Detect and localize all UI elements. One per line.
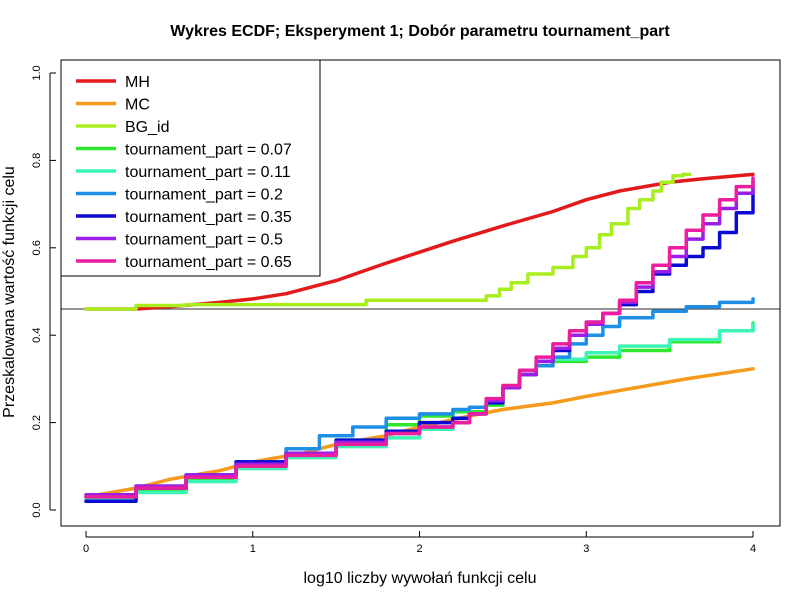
series-line-3 (84, 321, 755, 501)
legend-label: tournament_part = 0.65 (125, 254, 292, 271)
legend-label: tournament_part = 0.5 (125, 232, 283, 249)
legend: MH MC BG_id tournament_part = 0.07 tournamen… (60, 59, 321, 277)
legend-label: MC (125, 97, 150, 114)
chart-title: Wykres ECDF; Eksperyment 1; Dobór parame… (170, 23, 670, 40)
y-tick-label: 0.0 (31, 502, 43, 517)
y-tick-label: 0.4 (31, 328, 43, 343)
x-tick-label: 1 (250, 543, 256, 555)
series-line-5 (84, 297, 755, 499)
plot-area (61, 172, 780, 504)
y-tick-label: 0.2 (31, 415, 43, 430)
y-axis-title: Przeskalowana wartość funkcji celu (1, 166, 18, 418)
x-axis-title: log10 liczby wywołań funkcji celu (304, 570, 537, 587)
x-tick-label: 2 (416, 543, 422, 555)
legend-label: MH (125, 74, 150, 91)
y-tick-label: 1.0 (31, 65, 43, 80)
axes: 0 1 2 3 4 0.0 0.2 0.4 0.6 0.8 1.0 (31, 59, 781, 555)
x-tick-label: 3 (583, 543, 589, 555)
legend-label: tournament_part = 0.35 (125, 209, 292, 226)
legend-label: tournament_part = 0.07 (125, 142, 292, 159)
series-line-2 (84, 172, 692, 311)
x-tick-label: 4 (750, 543, 756, 555)
legend-label: BG_id (125, 119, 169, 136)
series-line-8 (84, 176, 755, 499)
legend-label: tournament_part = 0.2 (125, 187, 283, 204)
y-tick-label: 0.6 (31, 240, 43, 255)
plot-frame (60, 59, 781, 527)
y-tick-label: 0.8 (31, 153, 43, 168)
legend-label: tournament_part = 0.11 (125, 164, 291, 181)
x-tick-label: 0 (83, 543, 89, 555)
